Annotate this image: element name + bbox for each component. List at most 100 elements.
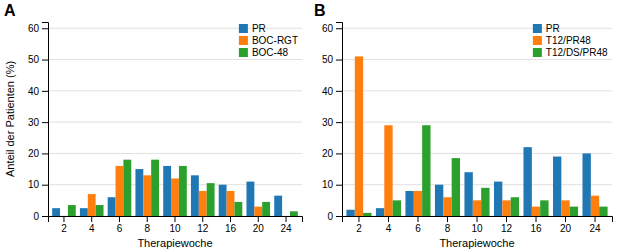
tick-mark xyxy=(91,216,92,222)
tick-mark xyxy=(202,216,203,222)
axis-domain xyxy=(343,217,613,223)
bar xyxy=(384,125,392,216)
y-tick: 20 xyxy=(28,148,48,159)
y-tick: 30 xyxy=(322,117,342,128)
bar xyxy=(473,200,481,216)
x-tick: 12 xyxy=(197,216,209,234)
tick-label: 2 xyxy=(61,223,67,234)
tick-mark xyxy=(336,185,342,186)
x-tick: 24 xyxy=(280,216,292,234)
bar xyxy=(599,207,607,216)
bar xyxy=(553,157,561,216)
axis-domain xyxy=(42,23,49,217)
tick-label: 50 xyxy=(28,54,40,65)
grid xyxy=(48,28,302,216)
x-axis: 24681012162024 xyxy=(343,216,613,234)
grid xyxy=(342,28,612,216)
bar xyxy=(219,185,227,216)
tick-label: 6 xyxy=(117,223,123,234)
x-tick: 20 xyxy=(560,216,572,234)
bar xyxy=(179,166,187,216)
tick-mark xyxy=(42,91,48,92)
bar xyxy=(234,202,242,216)
y-tick: 50 xyxy=(322,54,342,65)
grid-line xyxy=(48,90,302,91)
y-axis: 0102030405060 xyxy=(28,23,49,222)
tick-label: 60 xyxy=(28,23,40,34)
tick-label: 10 xyxy=(28,179,40,190)
tick-mark xyxy=(595,216,596,222)
bar xyxy=(151,160,159,216)
legend: PRBOC-RGTBOC-48 xyxy=(239,23,298,58)
bar xyxy=(414,191,422,216)
bar xyxy=(68,205,76,216)
tick-mark xyxy=(417,216,418,222)
bar xyxy=(108,197,116,216)
y-tick: 40 xyxy=(322,86,342,97)
x-tick: 4 xyxy=(89,216,95,234)
bar xyxy=(363,213,371,216)
bar xyxy=(274,196,282,216)
tick-label: 30 xyxy=(28,117,40,128)
tick-label: 50 xyxy=(322,54,334,65)
legend-item: PR xyxy=(239,23,266,34)
y-axis-title: Anteil der Patienten (%) xyxy=(4,61,16,177)
grid-line xyxy=(48,122,302,123)
tick-label: 16 xyxy=(530,223,542,234)
tick-mark xyxy=(336,153,342,154)
bar xyxy=(405,191,413,216)
bar xyxy=(96,205,104,216)
tick-label: 10 xyxy=(169,223,181,234)
grid-line xyxy=(48,59,302,60)
grid-line xyxy=(342,90,612,91)
x-tick: 6 xyxy=(117,216,123,234)
y-tick: 60 xyxy=(28,23,48,34)
x-axis-title: Therapiewoche xyxy=(137,237,212,249)
tick-label: 24 xyxy=(280,223,292,234)
tick-mark xyxy=(42,185,48,186)
bar xyxy=(393,200,401,216)
bar xyxy=(191,175,199,216)
bar xyxy=(591,196,599,216)
tick-mark xyxy=(336,91,342,92)
tick-mark xyxy=(42,122,48,123)
panel-title: A xyxy=(4,2,16,19)
legend-item: BOC-48 xyxy=(239,47,289,58)
bar xyxy=(199,191,207,216)
tick-label: 0 xyxy=(33,211,39,222)
x-tick: 2 xyxy=(61,216,67,234)
bar xyxy=(582,153,590,216)
tick-mark xyxy=(388,216,389,222)
legend-label: BOC-RGT xyxy=(252,35,298,46)
bar xyxy=(135,169,143,216)
tick-mark xyxy=(358,216,359,222)
x-tick: 2 xyxy=(356,216,362,234)
bar xyxy=(163,166,171,216)
axis-domain xyxy=(336,23,343,217)
panel: 246810121620240102030405060Therapiewoche… xyxy=(314,2,613,249)
bar-series xyxy=(363,125,607,216)
panel: 246810121620240102030405060Therapiewoche… xyxy=(4,2,303,249)
bar-series xyxy=(52,166,282,216)
tick-mark xyxy=(477,216,478,222)
tick-mark xyxy=(565,216,566,222)
bar xyxy=(262,202,270,216)
bar xyxy=(207,183,215,216)
bar xyxy=(376,208,384,216)
y-tick: 10 xyxy=(322,179,342,190)
x-tick: 6 xyxy=(415,216,421,234)
y-tick: 30 xyxy=(28,117,48,128)
tick-mark xyxy=(336,28,342,29)
legend-item: T12/PR48 xyxy=(533,35,591,46)
x-tick: 10 xyxy=(169,216,181,234)
bar xyxy=(494,182,502,216)
bar xyxy=(464,172,472,216)
bar xyxy=(422,125,430,216)
tick-label: 20 xyxy=(28,148,40,159)
tick-label: 10 xyxy=(471,223,483,234)
bar xyxy=(171,178,179,216)
y-tick: 60 xyxy=(322,23,342,34)
bar xyxy=(570,207,578,216)
tick-mark xyxy=(42,60,48,61)
tick-mark xyxy=(447,216,448,222)
